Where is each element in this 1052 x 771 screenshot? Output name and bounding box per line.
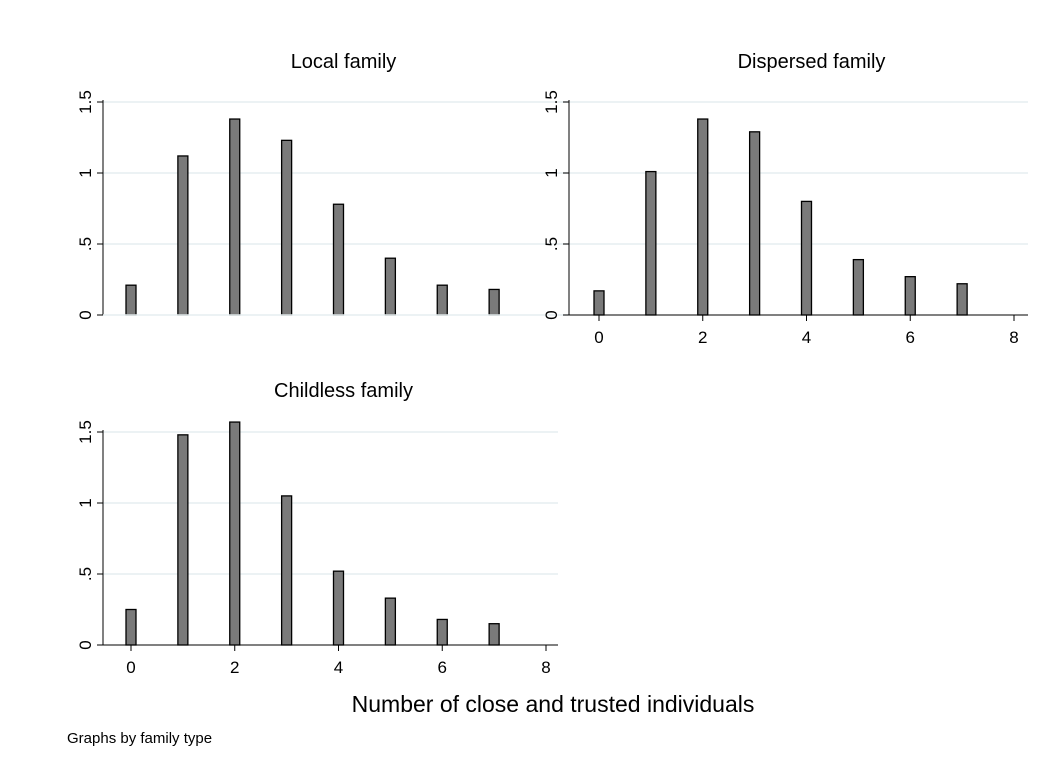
bar bbox=[125, 284, 137, 316]
bar bbox=[488, 623, 500, 646]
x-tick-label: 0 bbox=[594, 328, 603, 347]
panel-local-family: Local family 0.511.5 bbox=[76, 51, 568, 320]
bar bbox=[332, 570, 345, 646]
y-tick-label: 1 bbox=[76, 498, 95, 507]
bar bbox=[177, 155, 189, 316]
y-tick-label: 0 bbox=[542, 310, 561, 319]
y-tick-label: .5 bbox=[76, 237, 95, 251]
y-tick-label: 1 bbox=[542, 168, 561, 177]
bar bbox=[384, 597, 397, 646]
bar bbox=[697, 118, 709, 316]
bar bbox=[384, 257, 397, 316]
panel-title: Dispersed family bbox=[738, 51, 886, 73]
bar bbox=[956, 283, 968, 316]
bar bbox=[332, 203, 345, 316]
x-tick-label: 4 bbox=[802, 328, 811, 347]
bar bbox=[488, 288, 500, 316]
x-tick-label: 8 bbox=[541, 658, 550, 677]
bar bbox=[800, 200, 813, 316]
x-tick-label: 6 bbox=[438, 658, 447, 677]
bar bbox=[593, 290, 605, 316]
bar bbox=[645, 170, 657, 316]
x-tick-label: 2 bbox=[230, 658, 239, 677]
x-tick-label: 8 bbox=[1009, 328, 1018, 347]
x-axis-title: Number of close and trusted individuals bbox=[352, 691, 755, 717]
bar bbox=[436, 618, 448, 646]
bar bbox=[904, 276, 916, 316]
x-tick-label: 6 bbox=[906, 328, 915, 347]
x-tick-label: 2 bbox=[698, 328, 707, 347]
panel-title: Childless family bbox=[274, 380, 413, 402]
bar bbox=[280, 139, 293, 316]
graphs-by-note: Graphs by family type bbox=[67, 730, 212, 747]
bar bbox=[229, 118, 241, 316]
bar bbox=[229, 421, 241, 646]
panel-dispersed-family: Dispersed family 0 .5 1 1.5 0 2 4 6 8 bbox=[542, 51, 1028, 347]
y-tick-label: .5 bbox=[542, 237, 561, 251]
y-tick-label: 1.5 bbox=[542, 90, 561, 114]
bar bbox=[177, 434, 189, 646]
y-tick-label: 0 bbox=[76, 310, 95, 319]
y-tick-label: .5 bbox=[76, 567, 95, 581]
y-tick-label: 1.5 bbox=[76, 420, 95, 444]
bar bbox=[748, 131, 761, 316]
panel-title: Local family bbox=[291, 51, 397, 73]
x-tick-label: 0 bbox=[126, 658, 135, 677]
panel-childless-family: Childless family 0 .5 1 1.5 0 2 4 6 8 bbox=[76, 380, 558, 677]
y-tick-label: 1 bbox=[76, 168, 95, 177]
y-tick-label: 0 bbox=[76, 640, 95, 649]
bar bbox=[280, 495, 293, 646]
bar bbox=[436, 284, 448, 316]
bar bbox=[852, 258, 865, 316]
y-tick-label: 1.5 bbox=[76, 90, 95, 114]
bar bbox=[125, 608, 137, 646]
x-tick-label: 4 bbox=[334, 658, 343, 677]
